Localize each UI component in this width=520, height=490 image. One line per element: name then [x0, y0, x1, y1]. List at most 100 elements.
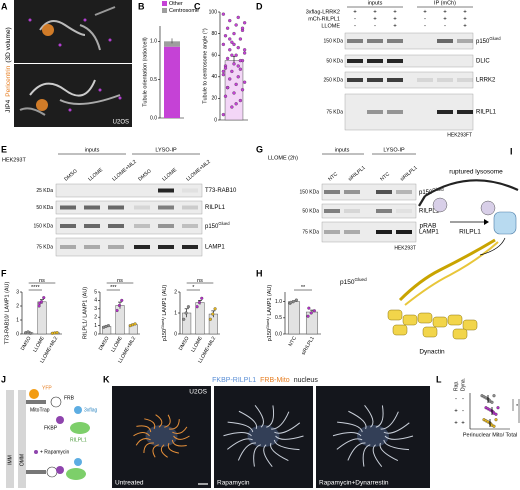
row-label: 3xflag-LRRK2: [306, 9, 340, 15]
data-point: [197, 300, 201, 305]
mitotrap: [26, 470, 46, 474]
nucleus: [247, 425, 280, 447]
data-point: [232, 91, 236, 95]
data-point: [221, 112, 226, 117]
data-point: [221, 12, 226, 16]
row-label: mCh-RILPL1: [308, 16, 340, 22]
micrograph: [14, 0, 132, 63]
lane-label: NTC: [379, 171, 391, 182]
row-label: LLOME: [321, 23, 340, 29]
data-point: [230, 53, 234, 57]
fkbp: [56, 466, 64, 474]
y-tick-label: 0.5: [150, 77, 157, 83]
data-point: [242, 48, 247, 52]
sign: +: [373, 17, 377, 23]
mitochondria: [136, 425, 152, 433]
band-label: LAMP1: [419, 230, 439, 236]
bar-segment: [164, 41, 180, 47]
blot-band: [457, 39, 473, 43]
significance: ***: [110, 285, 117, 291]
data-point: [106, 324, 110, 328]
jip4-dot: [118, 96, 122, 100]
data-point: [236, 45, 240, 50]
data-point: [234, 82, 238, 87]
mitochondria: [143, 442, 155, 453]
data-point: [307, 306, 311, 310]
stain-legend: FKBP-RILPL1 FRB-Mito nucleus: [212, 377, 318, 384]
nucleus: [145, 425, 178, 447]
blot-band: [108, 205, 124, 210]
lane-label: LLOME+ML2: [185, 159, 212, 183]
superscript: Glued: [489, 36, 501, 41]
row-header: Dyna.: [460, 378, 466, 391]
diagram-label: 3xflag: [84, 407, 98, 413]
row-header: Rap.: [453, 380, 459, 391]
mitochondria: [383, 439, 410, 451]
blot: [321, 203, 417, 219]
rilpl1: [493, 211, 517, 235]
blot: [55, 183, 203, 198]
group-header: inputs: [335, 147, 350, 153]
y-tick-label: 60: [211, 53, 217, 59]
data-point: [242, 80, 247, 84]
sign: -: [462, 397, 464, 403]
data-point: [228, 77, 232, 81]
sign: -: [455, 397, 457, 403]
blot-band: [324, 230, 340, 234]
mitochondria: [375, 405, 384, 428]
membrane: [6, 390, 14, 488]
blot-band: [376, 209, 392, 213]
data-point: [494, 418, 498, 422]
flag: [74, 458, 82, 466]
blot-band: [182, 224, 198, 228]
mitochondria: [379, 442, 399, 462]
y-axis-label: Tubule orientation (ratio/cell): [142, 37, 148, 107]
tubule: [94, 6, 116, 16]
mitochondria: [332, 431, 362, 437]
panel-letter: H: [256, 268, 263, 278]
data-point: [238, 37, 243, 41]
condition-label: Rapamycin+Dynarrestin: [319, 480, 389, 487]
blot-band: [84, 245, 100, 249]
cell-line: HEK293FT: [447, 132, 472, 138]
jip4-dot: [108, 38, 112, 42]
arrow: [479, 237, 506, 256]
data-point: [117, 303, 121, 307]
blot: [344, 71, 474, 89]
centrosome: [42, 24, 54, 36]
blot-band: [417, 78, 433, 82]
blot-band: [457, 110, 473, 114]
lysosome-membrane: [418, 195, 426, 207]
blot-band: [182, 205, 198, 210]
dynactin-subunit: [422, 326, 438, 338]
dynactin-subunit: [462, 319, 478, 331]
mitochondria: [380, 411, 399, 430]
y-tick-label: 0.0: [150, 115, 157, 121]
arrow-head: [484, 219, 489, 225]
panel-letter: D: [256, 1, 263, 11]
condition-label: Rapamycin: [217, 480, 250, 487]
blot-band: [182, 245, 198, 249]
size-marker: 75 KDa: [302, 229, 319, 235]
tubule: [59, 94, 121, 105]
data-point: [208, 317, 212, 321]
data-point: [232, 31, 236, 36]
blot-band: [134, 205, 150, 210]
data-point: [236, 75, 240, 79]
mitochondria: [275, 435, 304, 440]
blot-band: [347, 39, 363, 43]
data-point: [494, 412, 498, 416]
data-point: [496, 406, 500, 410]
data-point: [242, 51, 247, 55]
lane-label: NTC: [327, 171, 339, 182]
sign: +: [463, 17, 467, 23]
y-axis-label: Tubule to centrosome angle (°): [202, 28, 208, 104]
sign: +: [353, 10, 357, 16]
x-axis-label: Perinuclear Mito/ Total: [463, 432, 517, 438]
sign: -: [354, 17, 356, 23]
data-point: [228, 37, 232, 41]
y-axis-label: p150Glued/ LAMP1 (AU): [161, 285, 168, 342]
legend-swatch: [162, 1, 167, 6]
tubule: [29, 79, 96, 97]
data-point: [490, 400, 494, 404]
